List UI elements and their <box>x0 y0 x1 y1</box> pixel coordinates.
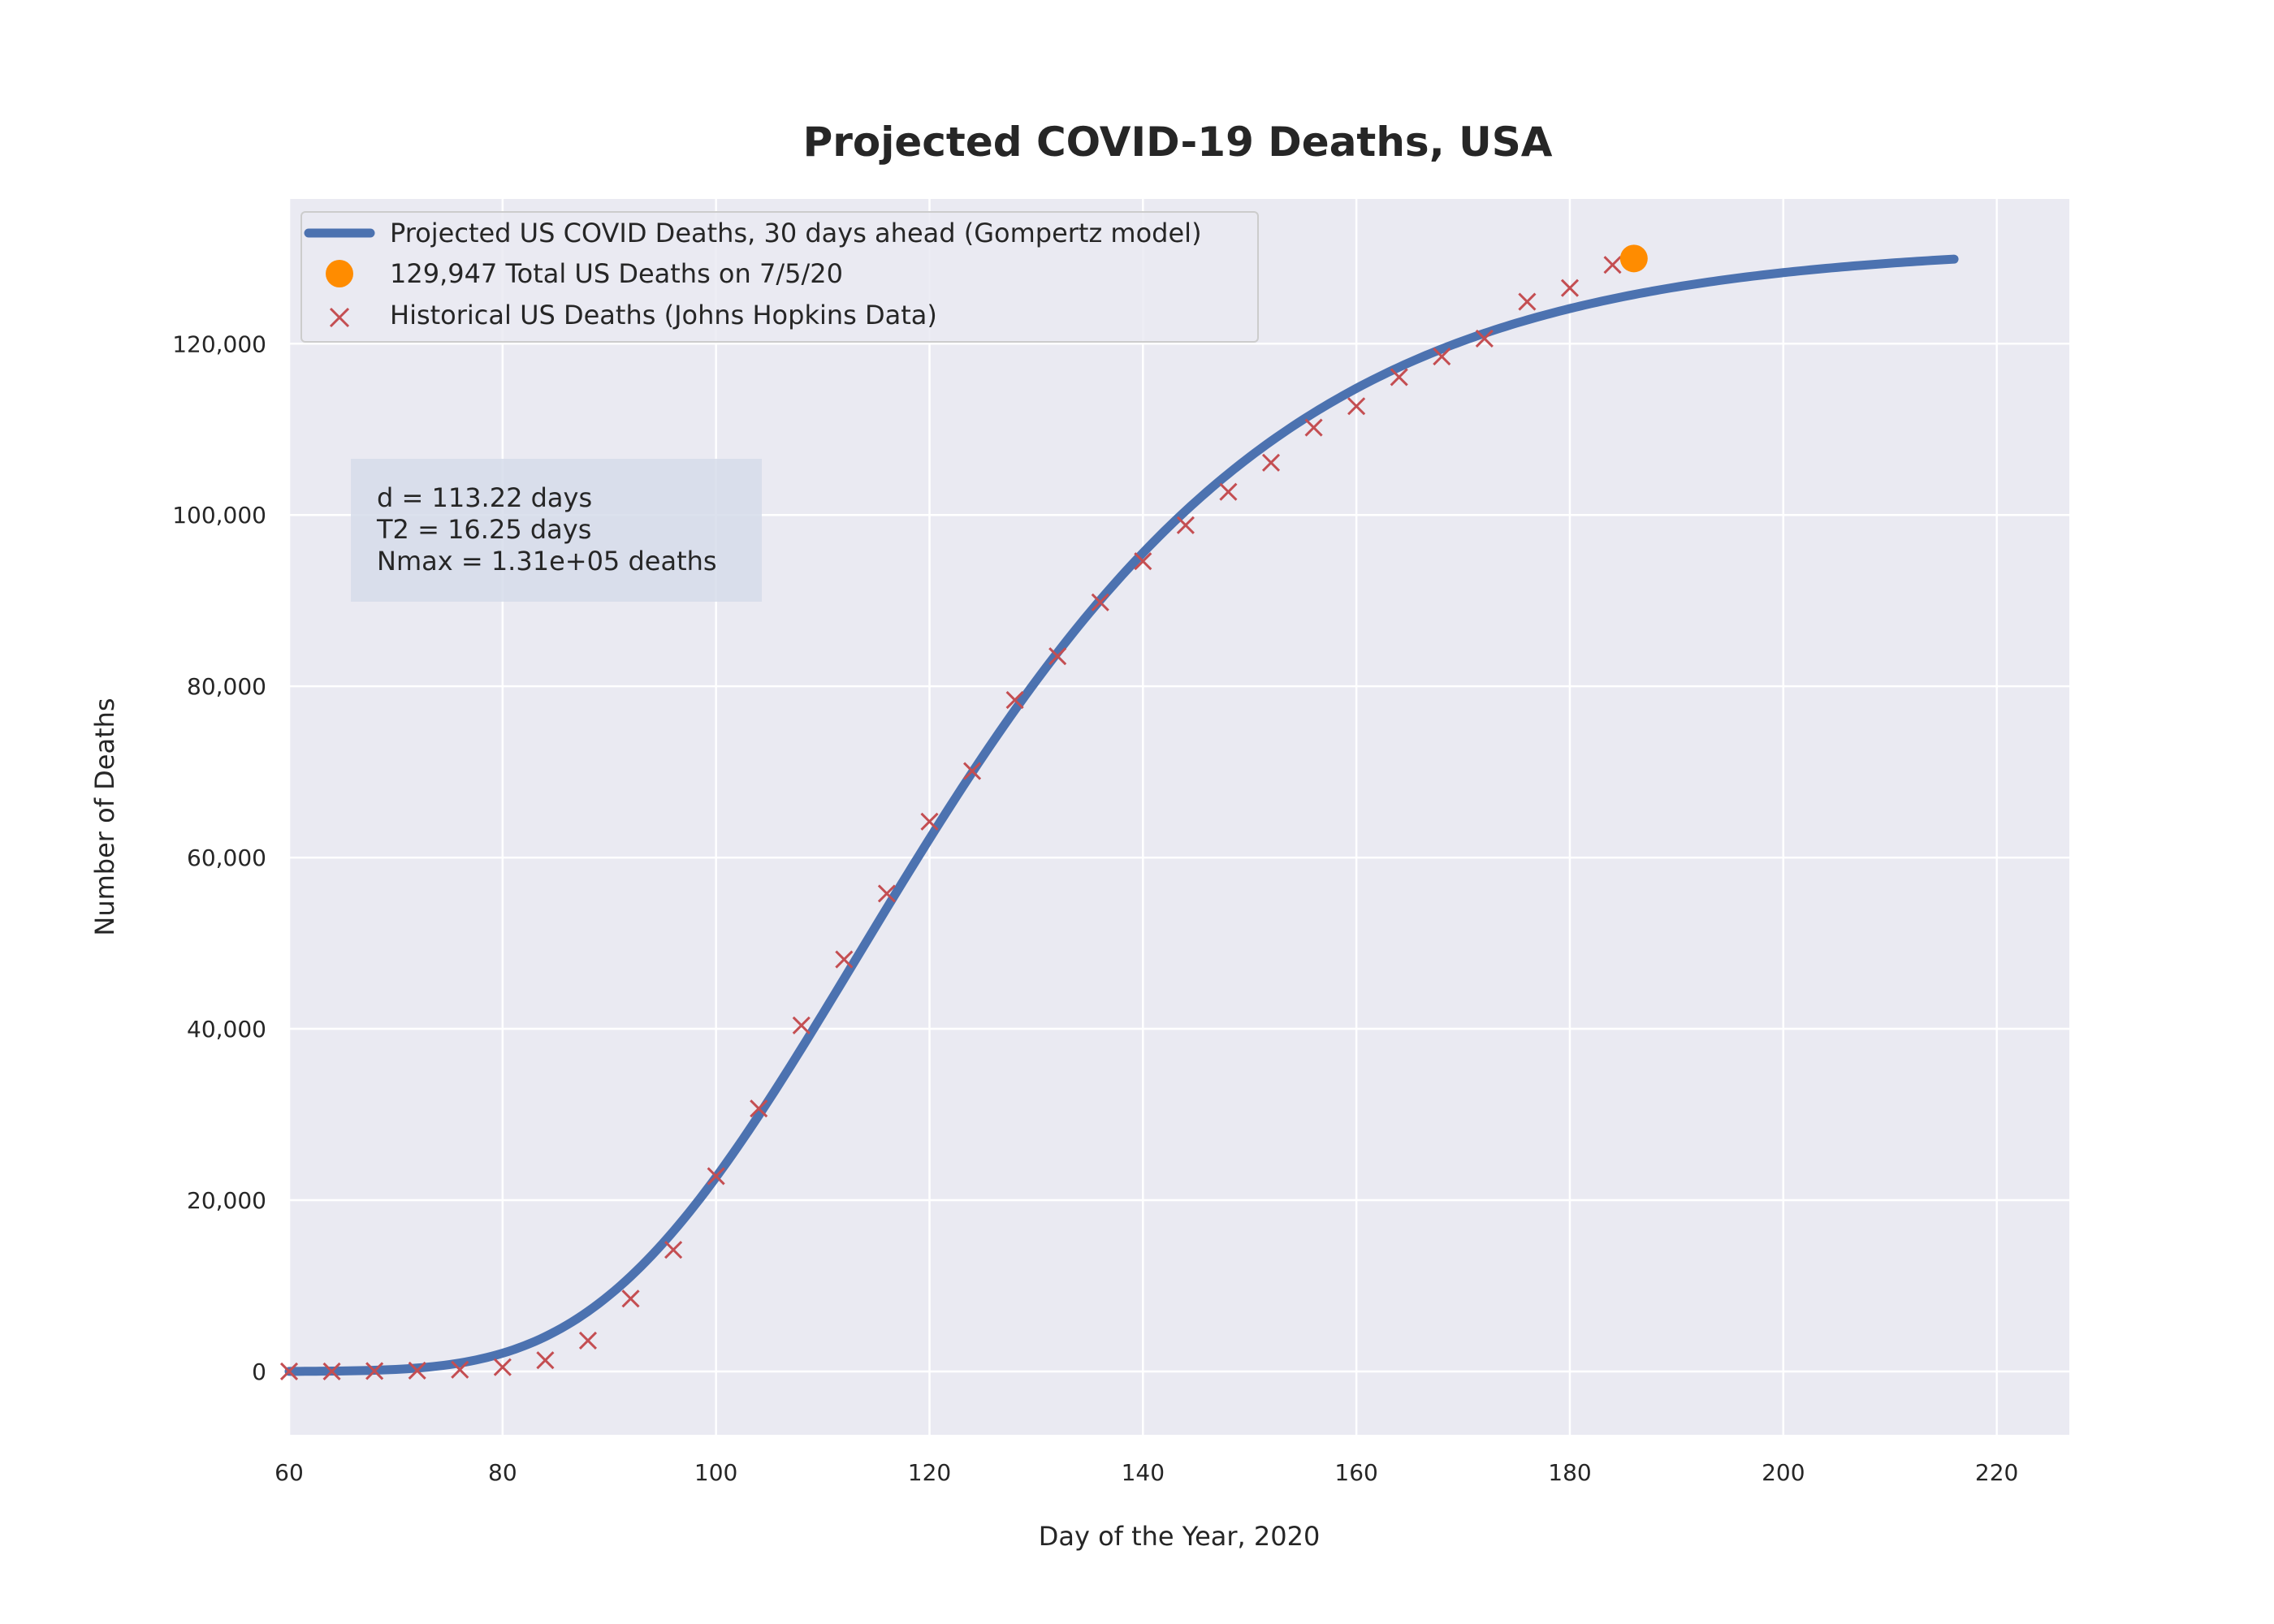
historical-point <box>1475 329 1494 348</box>
legend-label-projection: Projected US COVID Deaths, 30 days ahead… <box>390 218 1202 248</box>
legend-box <box>300 211 1259 343</box>
y-tick-label: 40,000 <box>187 1016 266 1043</box>
x-tick-label: 60 <box>275 1459 304 1486</box>
x-tick-label: 200 <box>1762 1459 1805 1486</box>
historical-point <box>493 1358 512 1376</box>
historical-point <box>536 1351 555 1370</box>
current-total-point <box>1619 244 1648 273</box>
historical-point <box>1261 453 1281 472</box>
x-tick-label: 220 <box>1975 1459 2018 1486</box>
historical-point <box>1433 348 1451 366</box>
historical-point <box>1560 279 1580 297</box>
historical-point <box>1219 482 1238 501</box>
legend-point-swatch <box>326 260 353 287</box>
y-tick-label: 80,000 <box>187 673 266 700</box>
y-tick-label: 60,000 <box>187 844 266 871</box>
historical-point <box>1176 516 1195 534</box>
x-tick-label: 180 <box>1548 1459 1591 1486</box>
x-tick-label: 80 <box>488 1459 517 1486</box>
historical-point <box>792 1016 811 1034</box>
y-tick-label: 0 <box>252 1358 266 1385</box>
historical-point <box>621 1289 640 1308</box>
historical-point <box>750 1099 768 1118</box>
historical-point <box>408 1361 426 1380</box>
series-layer <box>279 244 1959 1381</box>
historical-point <box>1518 292 1537 311</box>
x-tick-label: 120 <box>908 1459 951 1486</box>
legend-label-historical: Historical US Deaths (Johns Hopkins Data… <box>390 300 937 330</box>
projection-line <box>284 254 1959 1376</box>
historical-point <box>707 1167 725 1186</box>
x-axis-label: Day of the Year, 2020 <box>1039 1521 1321 1552</box>
y-tick-label: 100,000 <box>172 502 266 529</box>
historical-point <box>451 1360 469 1379</box>
historical-point <box>1048 647 1067 666</box>
historical-point <box>578 1331 598 1350</box>
annotation-line-t2: T2 = 16.25 days <box>376 514 591 545</box>
legend-label-current: 129,947 Total US Deaths on 7/5/20 <box>390 258 843 289</box>
historical-point <box>1304 418 1323 437</box>
annotation-line-nmax: Nmax = 1.31e+05 deaths <box>377 546 717 577</box>
y-axis-label: Number of Deaths <box>89 698 120 935</box>
historical-point <box>877 884 896 903</box>
historical-point <box>1134 552 1152 571</box>
historical-point <box>322 1362 341 1381</box>
y-tick-label: 120,000 <box>172 330 266 357</box>
historical-point <box>664 1241 683 1259</box>
x-tick-label: 100 <box>694 1459 737 1486</box>
tick-labels: 60 80 100 120 140 160 180 200 220 0 20,000 40,000 60… <box>172 330 2018 1486</box>
annotation-box: d = 113.22 days T2 = 16.25 days Nmax = 1… <box>351 459 762 602</box>
historical-point <box>1390 368 1408 387</box>
annotation-background <box>351 459 762 602</box>
plot-area <box>289 199 2069 1435</box>
historical-point <box>1005 690 1024 710</box>
historical-point <box>1347 397 1366 416</box>
legend-x-swatch <box>329 307 350 328</box>
chart-title: Projected COVID-19 Deaths, USA <box>803 119 1553 166</box>
x-tick-label: 140 <box>1122 1459 1165 1486</box>
y-tick-label: 20,000 <box>187 1187 266 1214</box>
historical-point <box>365 1362 384 1380</box>
annotation-line-d: d = 113.22 days <box>377 482 592 513</box>
historical-point <box>1091 593 1109 611</box>
historical-points <box>279 256 1622 1381</box>
historical-point <box>920 812 939 831</box>
historical-point <box>1603 256 1622 274</box>
historical-point <box>835 950 854 969</box>
historical-point <box>279 1362 299 1381</box>
historical-point <box>962 762 982 780</box>
legend: Projected US COVID Deaths, 30 days ahead… <box>300 211 1259 343</box>
x-tick-label: 160 <box>1334 1459 1377 1486</box>
